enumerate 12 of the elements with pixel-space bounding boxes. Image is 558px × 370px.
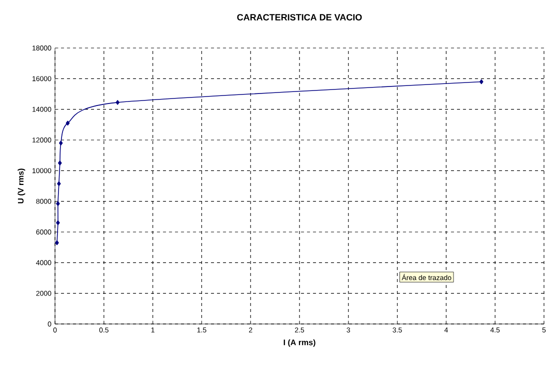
chart-title: CARACTERISTICA DE VACIO — [237, 14, 362, 20]
point — [57, 181, 61, 186]
point — [116, 100, 120, 105]
point — [58, 140, 63, 146]
x-axis-title: I (A rms) — [284, 339, 316, 347]
point — [58, 160, 62, 166]
y-axis-title: U (V rms) — [18, 168, 26, 204]
point — [480, 79, 484, 84]
point — [55, 240, 59, 246]
point — [56, 220, 60, 226]
point — [66, 120, 70, 126]
point — [56, 201, 60, 206]
